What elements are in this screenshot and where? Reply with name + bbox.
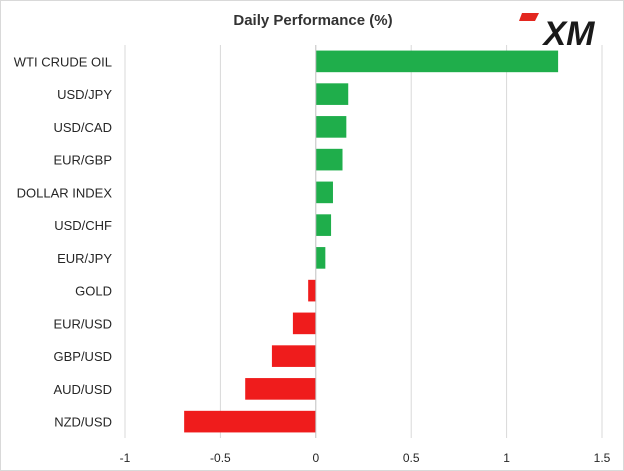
bars bbox=[184, 50, 559, 433]
bar-wti-crude-oil bbox=[315, 50, 559, 73]
category-label: USD/JPY bbox=[57, 87, 112, 102]
category-label: EUR/GBP bbox=[53, 153, 112, 168]
bar-aud-usd bbox=[245, 378, 316, 400]
logo-text: XM bbox=[542, 15, 596, 53]
category-label: USD/CHF bbox=[54, 218, 112, 233]
category-label: NZD/USD bbox=[54, 415, 112, 430]
bar-eur-usd bbox=[292, 312, 316, 335]
bar-usd-cad bbox=[315, 116, 347, 138]
category-label: GBP/USD bbox=[53, 349, 112, 364]
category-label: DOLLAR INDEX bbox=[17, 185, 113, 200]
bar-usd-chf bbox=[315, 214, 332, 236]
x-tick-label: 0.5 bbox=[403, 451, 420, 465]
x-tick-label: -1 bbox=[120, 451, 131, 465]
x-tick-label: 1 bbox=[503, 451, 510, 465]
category-label: EUR/USD bbox=[53, 316, 112, 331]
x-tick-label: 0 bbox=[312, 451, 319, 465]
bar-eur-gbp bbox=[315, 148, 343, 171]
chart-title: Daily Performance (%) bbox=[233, 12, 392, 29]
category-label: USD/CAD bbox=[53, 120, 112, 135]
category-label: WTI CRUDE OIL bbox=[14, 54, 112, 69]
tick-labels: -1 -0.5 0 0.5 1 1.5 bbox=[120, 451, 611, 465]
x-tick-label: -0.5 bbox=[210, 451, 231, 465]
bar-eur-jpy bbox=[315, 247, 326, 269]
category-label: EUR/JPY bbox=[57, 251, 112, 266]
bar-dollar-index bbox=[315, 181, 333, 204]
gridlines bbox=[124, 45, 603, 438]
bar-gold bbox=[308, 279, 316, 302]
category-label: AUD/USD bbox=[53, 382, 112, 397]
xm-logo: XM bbox=[519, 13, 595, 53]
bar-nzd-usd bbox=[184, 410, 316, 433]
bar-gbp-usd bbox=[271, 345, 316, 367]
category-label: GOLD bbox=[75, 284, 112, 299]
category-labels: WTI CRUDE OIL USD/JPY USD/CAD EUR/GBP DOLLAR… bbox=[14, 54, 113, 429]
x-tick-label: 1.5 bbox=[594, 451, 611, 465]
logo-accent-mark bbox=[519, 13, 539, 21]
bar-usd-jpy bbox=[315, 83, 349, 105]
